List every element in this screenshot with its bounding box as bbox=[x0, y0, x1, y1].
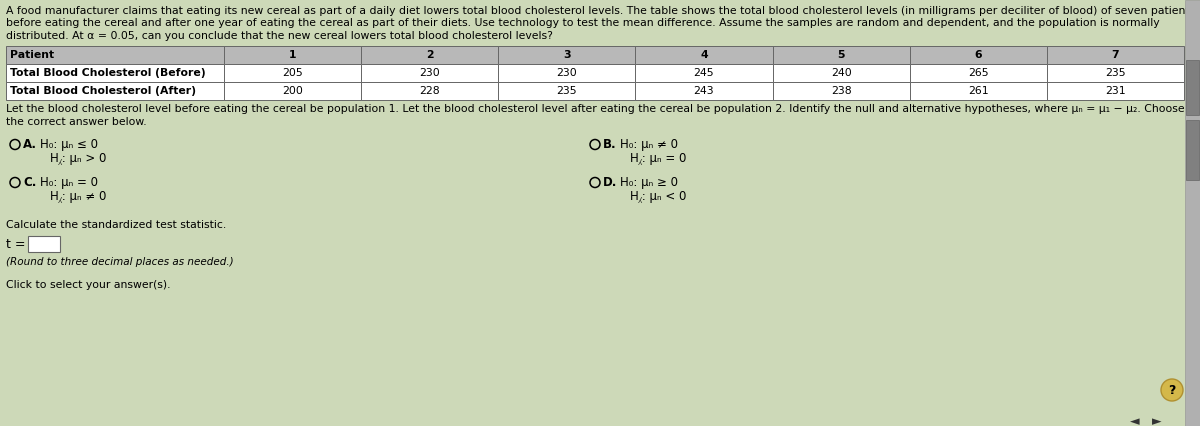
Text: 2: 2 bbox=[426, 49, 433, 60]
Bar bbox=[1046, 46, 1184, 63]
Bar bbox=[1046, 81, 1184, 100]
Text: before eating the cereal and after one year of eating the cereal as part of thei: before eating the cereal and after one y… bbox=[6, 18, 1159, 29]
Text: 6: 6 bbox=[974, 49, 982, 60]
Bar bbox=[6, 81, 224, 100]
Text: Calculate the standardized test statistic.: Calculate the standardized test statisti… bbox=[6, 219, 227, 230]
Bar bbox=[910, 46, 1046, 63]
Bar bbox=[636, 81, 773, 100]
Bar bbox=[498, 63, 636, 81]
Text: Let the blood cholesterol level before eating the cereal be population 1. Let th: Let the blood cholesterol level before e… bbox=[6, 104, 1184, 115]
Text: t =: t = bbox=[6, 238, 25, 250]
Text: 3: 3 bbox=[563, 49, 571, 60]
Bar bbox=[224, 63, 361, 81]
Bar bbox=[773, 81, 910, 100]
Text: ►: ► bbox=[1152, 415, 1162, 426]
Bar bbox=[636, 63, 773, 81]
Text: H⁁: μₙ = 0: H⁁: μₙ = 0 bbox=[630, 152, 686, 165]
Text: ?: ? bbox=[1169, 383, 1176, 397]
Bar bbox=[773, 46, 910, 63]
Text: 243: 243 bbox=[694, 86, 714, 95]
Bar bbox=[361, 63, 498, 81]
Text: Click to select your answer(s).: Click to select your answer(s). bbox=[6, 279, 170, 290]
Text: 265: 265 bbox=[968, 67, 989, 78]
Bar bbox=[361, 81, 498, 100]
Text: D.: D. bbox=[604, 176, 617, 189]
Text: H₀: μₙ ≥ 0: H₀: μₙ ≥ 0 bbox=[620, 176, 678, 189]
Bar bbox=[361, 46, 498, 63]
Text: 4: 4 bbox=[700, 49, 708, 60]
Text: (Round to three decimal places as needed.): (Round to three decimal places as needed… bbox=[6, 257, 234, 267]
Text: 205: 205 bbox=[282, 67, 302, 78]
Text: Patient: Patient bbox=[10, 49, 54, 60]
Bar bbox=[498, 81, 636, 100]
Text: distributed. At α = 0.05, can you conclude that the new cereal lowers total bloo: distributed. At α = 0.05, can you conclu… bbox=[6, 31, 553, 41]
Text: 238: 238 bbox=[830, 86, 852, 95]
Text: B.: B. bbox=[604, 138, 617, 151]
Text: 240: 240 bbox=[830, 67, 852, 78]
Text: H⁁: μₙ ≠ 0: H⁁: μₙ ≠ 0 bbox=[50, 190, 107, 203]
Text: 228: 228 bbox=[420, 86, 440, 95]
Bar bbox=[28, 236, 60, 252]
Text: H₀: μₙ ≤ 0: H₀: μₙ ≤ 0 bbox=[40, 138, 98, 151]
Bar bbox=[6, 46, 224, 63]
Bar bbox=[1186, 60, 1199, 115]
Bar bbox=[910, 63, 1046, 81]
Text: H⁁: μₙ > 0: H⁁: μₙ > 0 bbox=[50, 152, 107, 165]
Text: Total Blood Cholesterol (After): Total Blood Cholesterol (After) bbox=[10, 86, 196, 95]
Bar bbox=[1046, 63, 1184, 81]
Bar bbox=[224, 81, 361, 100]
Text: Total Blood Cholesterol (Before): Total Blood Cholesterol (Before) bbox=[10, 67, 205, 78]
Bar bbox=[773, 63, 910, 81]
Text: 5: 5 bbox=[838, 49, 845, 60]
Text: 200: 200 bbox=[282, 86, 304, 95]
Bar bbox=[498, 46, 636, 63]
Bar bbox=[1186, 0, 1200, 426]
Text: A food manufacturer claims that eating its new cereal as part of a daily diet lo: A food manufacturer claims that eating i… bbox=[6, 6, 1195, 16]
Text: 235: 235 bbox=[1105, 67, 1126, 78]
Text: 1: 1 bbox=[289, 49, 296, 60]
Text: A.: A. bbox=[23, 138, 37, 151]
Bar bbox=[224, 46, 361, 63]
Text: 261: 261 bbox=[968, 86, 989, 95]
Text: 235: 235 bbox=[557, 86, 577, 95]
Text: C.: C. bbox=[23, 176, 36, 189]
Circle shape bbox=[1162, 379, 1183, 401]
Text: H⁁: μₙ < 0: H⁁: μₙ < 0 bbox=[630, 190, 686, 203]
Bar bbox=[6, 63, 224, 81]
Text: ◄: ◄ bbox=[1130, 415, 1140, 426]
Text: H₀: μₙ = 0: H₀: μₙ = 0 bbox=[40, 176, 98, 189]
Text: 245: 245 bbox=[694, 67, 714, 78]
Text: H₀: μₙ ≠ 0: H₀: μₙ ≠ 0 bbox=[620, 138, 678, 151]
Text: 231: 231 bbox=[1105, 86, 1126, 95]
Bar bbox=[910, 81, 1046, 100]
Text: 230: 230 bbox=[557, 67, 577, 78]
Bar bbox=[1186, 120, 1199, 180]
Text: the correct answer below.: the correct answer below. bbox=[6, 117, 146, 127]
Text: 7: 7 bbox=[1111, 49, 1120, 60]
Bar bbox=[636, 46, 773, 63]
Text: 230: 230 bbox=[419, 67, 440, 78]
